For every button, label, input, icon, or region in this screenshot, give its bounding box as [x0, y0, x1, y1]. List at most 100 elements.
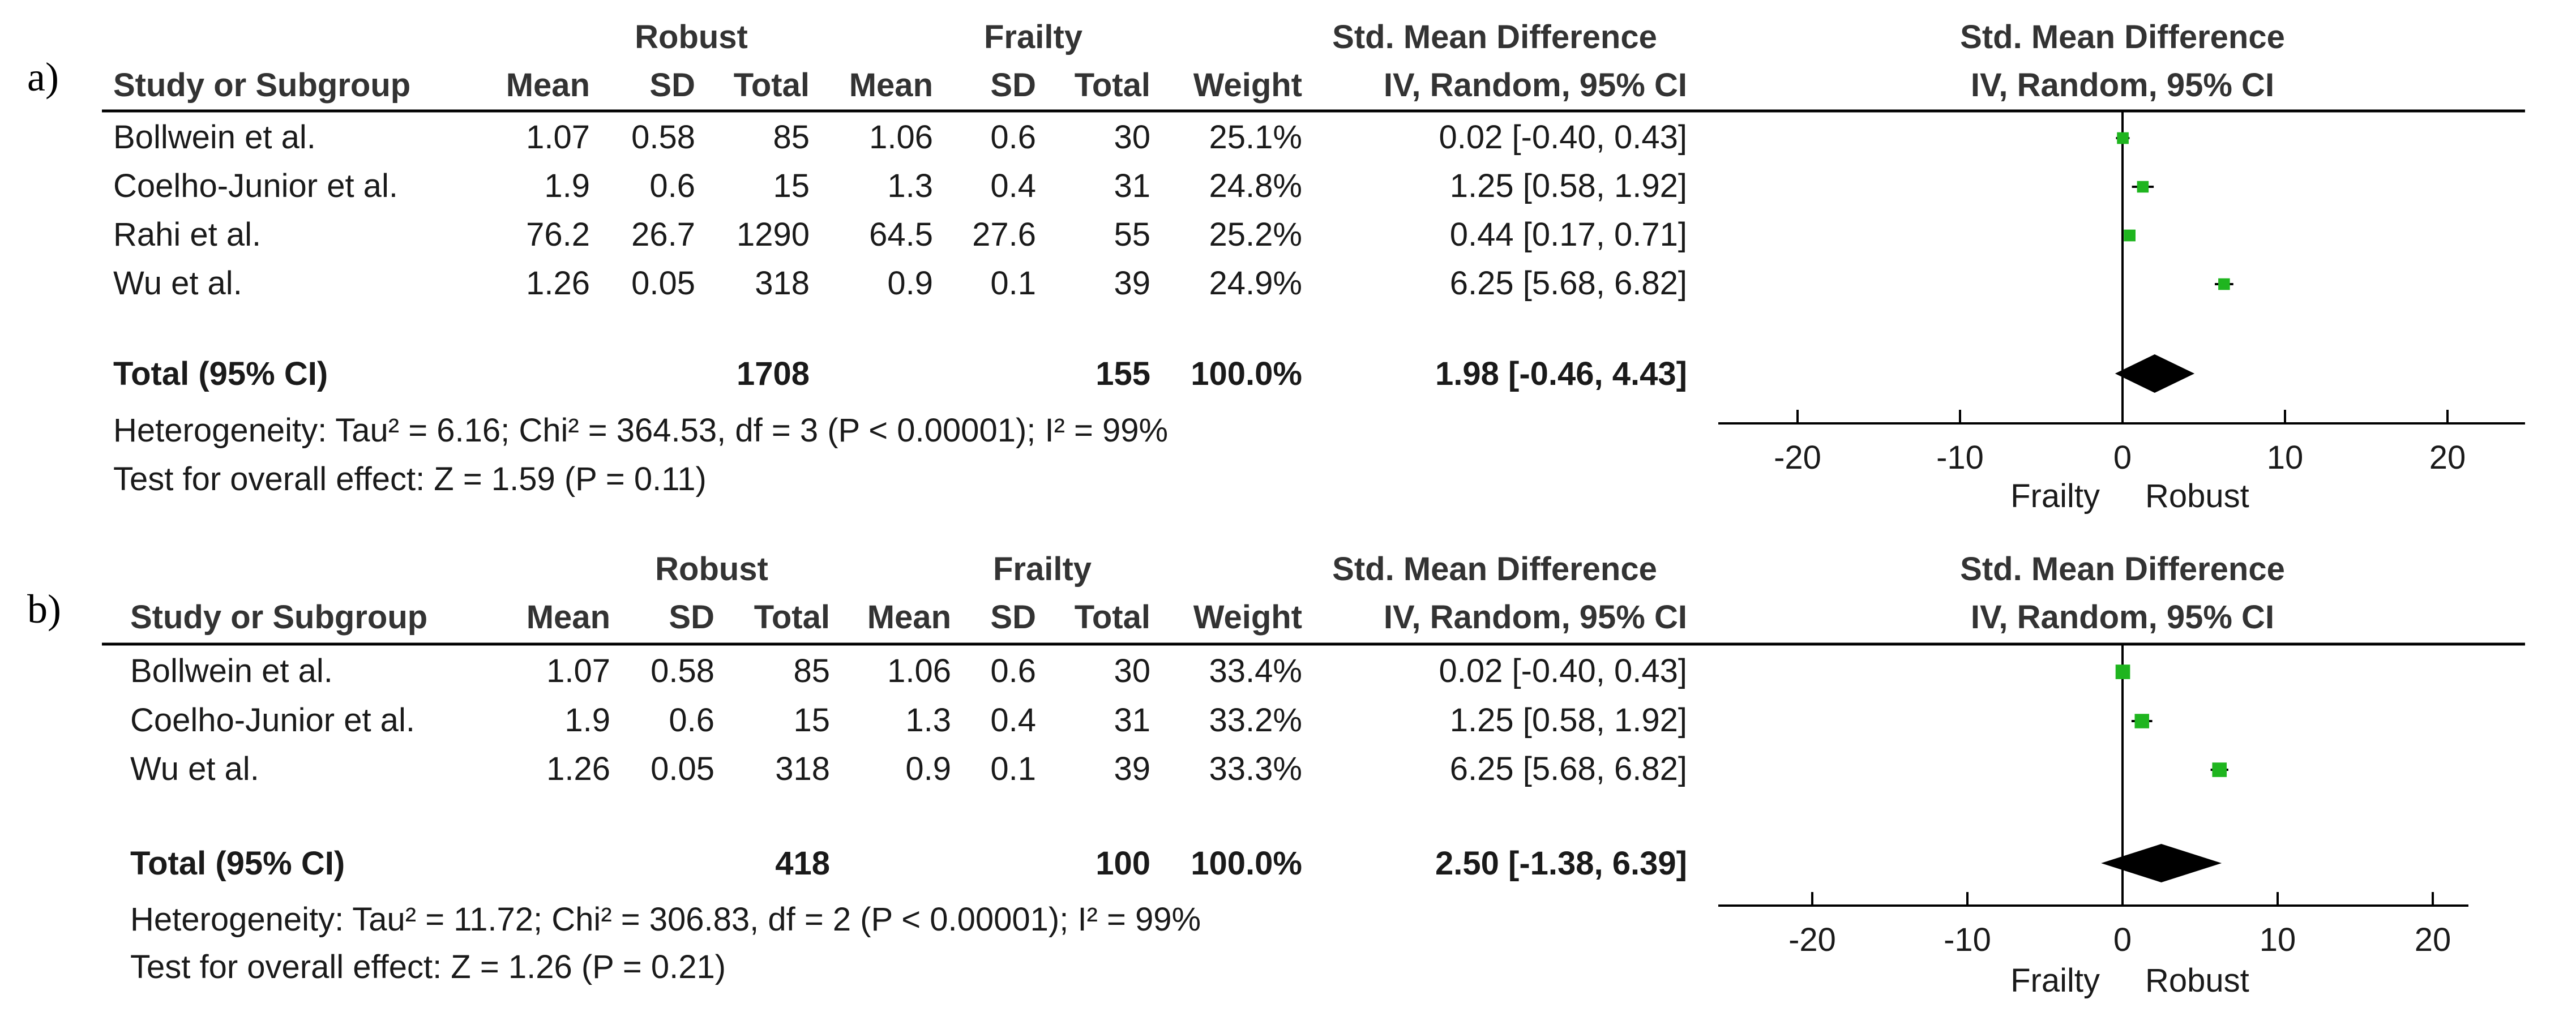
frailty-sd: 0.6: [990, 653, 1036, 689]
col-robust-sd: SD: [669, 599, 714, 636]
robust-total: 15: [793, 702, 830, 739]
forest-panel-a: a) Robust Frailty Std. Mean Difference Std. …: [27, 19, 2525, 514]
study-row: Coelho-Junior et al. 1.9 0.6 15 1.3 0.4 31 24.8…: [113, 168, 2154, 204]
heterogeneity-text: Heterogeneity: Tau² = 6.16; Chi² = 364.5…: [113, 412, 1168, 449]
study-row: Bollwein et al. 1.07 0.58 85 1.06 0.6 30 33.4% 0…: [130, 653, 2130, 689]
x-tick-label: 20: [2415, 921, 2451, 958]
study-name: Coelho-Junior et al.: [130, 702, 415, 739]
frailty-sd: 27.6: [972, 216, 1036, 253]
frailty-total: 31: [1114, 168, 1150, 204]
group-header-frailty: Frailty: [984, 19, 1082, 55]
overall-effect-text: Test for overall effect: Z = 1.26 (P = 0…: [130, 949, 726, 985]
frailty-sd: 0.4: [990, 702, 1036, 739]
total-weight: 100.0%: [1191, 355, 1302, 392]
col-weight: Weight: [1193, 599, 1302, 636]
frailty-sd: 0.6: [990, 119, 1036, 156]
col-frailty-mean: Mean: [867, 599, 951, 636]
frailty-sd: 0.1: [990, 751, 1036, 787]
col-frailty-total: Total: [1075, 599, 1150, 636]
total-frailty: 155: [1096, 355, 1150, 392]
study-name: Wu et al.: [130, 751, 259, 787]
robust-sd: 0.58: [651, 653, 714, 689]
col-weight: Weight: [1193, 67, 1302, 104]
x-tick-label: 20: [2429, 439, 2466, 476]
frailty-sd: 0.4: [990, 168, 1036, 204]
study-ci: 0.02 [-0.40, 0.43]: [1439, 119, 1687, 156]
effect-marker: [2134, 714, 2150, 728]
study-weight: 25.2%: [1209, 216, 1302, 253]
frailty-total: 55: [1114, 216, 1150, 253]
robust-total: 85: [773, 119, 810, 156]
pooled-diamond: [2101, 844, 2222, 882]
favours-right: Robust: [2145, 478, 2249, 514]
x-tick-label: 0: [2113, 439, 2132, 476]
study-name: Wu et al.: [113, 265, 242, 302]
robust-sd: 0.05: [651, 751, 714, 787]
col-frailty-mean: Mean: [849, 67, 933, 104]
frailty-mean: 1.06: [869, 119, 933, 156]
plot-title: Std. Mean Difference: [1960, 551, 2285, 588]
col-study: Study or Subgroup: [130, 599, 427, 636]
group-header-robust: Robust: [635, 19, 748, 55]
study-weight: 33.2%: [1209, 702, 1302, 739]
frailty-total: 39: [1114, 265, 1150, 302]
robust-total: 318: [755, 265, 810, 302]
col-robust-total: Total: [734, 67, 810, 104]
x-tick-label: 10: [2267, 439, 2304, 476]
study-weight: 25.1%: [1209, 119, 1302, 156]
robust-mean: 1.07: [526, 119, 590, 156]
x-tick-label: 10: [2260, 921, 2296, 958]
favours-left: Frailty: [2010, 962, 2100, 999]
plot-title: Std. Mean Difference: [1960, 19, 2285, 55]
robust-sd: 0.05: [631, 265, 695, 302]
heterogeneity-text: Heterogeneity: Tau² = 11.72; Chi² = 306.…: [130, 901, 1201, 938]
frailty-mean: 1.3: [905, 702, 951, 739]
col-ci: IV, Random, 95% CI: [1384, 599, 1687, 636]
favours-right: Robust: [2145, 962, 2249, 999]
study-ci: 6.25 [5.68, 6.82]: [1450, 265, 1687, 302]
frailty-sd: 0.1: [990, 265, 1036, 302]
frailty-total: 39: [1114, 751, 1150, 787]
robust-total: 1290: [737, 216, 810, 253]
robust-mean: 76.2: [526, 216, 590, 253]
x-tick-label: -20: [1788, 921, 1836, 958]
frailty-total: 30: [1114, 119, 1150, 156]
col-study: Study or Subgroup: [113, 67, 410, 104]
col-frailty-total: Total: [1075, 67, 1150, 104]
robust-mean: 1.26: [546, 751, 610, 787]
total-robust: 1708: [737, 355, 810, 392]
col-robust-mean: Mean: [506, 67, 590, 104]
study-ci: 6.25 [5.68, 6.82]: [1450, 751, 1687, 787]
robust-sd: 26.7: [631, 216, 695, 253]
study-row: Wu et al. 1.26 0.05 318 0.9 0.1 39 33.3% 6.25 [5…: [130, 751, 2228, 787]
effect-marker: [2117, 132, 2129, 144]
total-row: Total (95% CI) 1708 155 100.0% 1.98 [-0.46, …: [113, 354, 2195, 393]
robust-sd: 0.58: [631, 119, 695, 156]
study-ci: 1.25 [0.58, 1.92]: [1450, 702, 1687, 739]
col-robust-total: Total: [754, 599, 830, 636]
pooled-diamond: [2115, 354, 2195, 393]
robust-sd: 0.6: [649, 168, 695, 204]
study-row: Coelho-Junior et al. 1.9 0.6 15 1.3 0.4 31 33.2…: [130, 702, 2153, 739]
effect-marker: [2212, 762, 2227, 777]
panel-label: b): [27, 586, 61, 632]
study-ci: 0.02 [-0.40, 0.43]: [1439, 653, 1687, 689]
study-weight: 24.8%: [1209, 168, 1302, 204]
col-robust-mean: Mean: [527, 599, 610, 636]
effect-marker: [2124, 229, 2136, 242]
group-header-smd: Std. Mean Difference: [1332, 551, 1657, 588]
plot-subtitle: IV, Random, 95% CI: [1971, 599, 2274, 636]
plot-subtitle: IV, Random, 95% CI: [1971, 67, 2274, 104]
total-label: Total (95% CI): [130, 845, 345, 882]
x-tick-label: -20: [1774, 439, 1821, 476]
study-row: Rahi et al. 76.2 26.7 1290 64.5 27.6 55 25.2% 0.…: [113, 216, 2136, 253]
total-row: Total (95% CI) 418 100 100.0% 2.50 [-1.38, 6…: [130, 844, 2222, 882]
study-name: Bollwein et al.: [113, 119, 316, 156]
x-tick-label: 0: [2113, 921, 2132, 958]
effect-marker: [2137, 181, 2149, 193]
study-row: Bollwein et al. 1.07 0.58 85 1.06 0.6 30 25.1% 0…: [113, 119, 2130, 156]
col-frailty-sd: SD: [990, 599, 1036, 636]
frailty-mean: 64.5: [869, 216, 933, 253]
col-robust-sd: SD: [649, 67, 695, 104]
